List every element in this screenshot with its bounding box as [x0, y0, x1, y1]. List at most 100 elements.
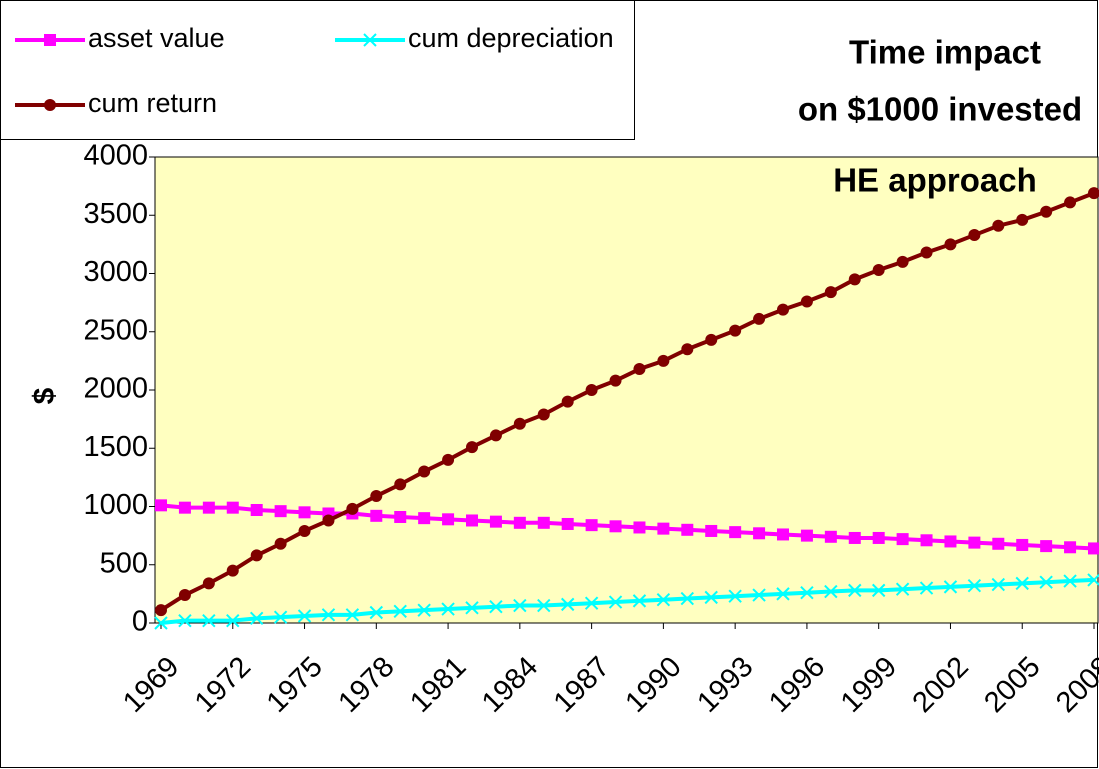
- data-point: [992, 219, 1005, 232]
- data-point: [824, 530, 837, 543]
- data-point: [273, 610, 288, 624]
- chart-title: HE approach: [833, 162, 1037, 199]
- data-point: [968, 229, 981, 242]
- data-point: [657, 354, 670, 367]
- data-point: [369, 605, 384, 620]
- data-point: [991, 577, 1006, 592]
- data-point: [393, 604, 407, 619]
- data-point: [992, 537, 1005, 550]
- data-point: [513, 516, 526, 529]
- data-point: [872, 531, 885, 544]
- legend-box: [0, 0, 635, 140]
- data-point: [777, 528, 789, 541]
- data-point: [178, 589, 191, 602]
- data-point: [752, 588, 766, 602]
- data-point: [896, 255, 909, 268]
- data-point: [442, 453, 455, 466]
- data-point: [872, 264, 885, 277]
- data-point: [776, 587, 790, 601]
- data-point: [944, 238, 957, 251]
- chart-title: Time impact: [849, 34, 1041, 71]
- y-tick-label: 0: [132, 606, 148, 638]
- data-point: [608, 595, 623, 609]
- legend-marker: [44, 99, 56, 111]
- y-tick-label: 2000: [83, 373, 148, 405]
- data-point: [489, 599, 503, 614]
- data-point: [704, 590, 718, 605]
- data-point: [848, 273, 861, 286]
- data-point: [561, 395, 574, 408]
- data-point: [800, 586, 814, 600]
- data-point: [656, 592, 671, 607]
- data-point: [345, 608, 360, 622]
- series-line: [160, 503, 1095, 551]
- data-point: [441, 602, 455, 616]
- data-point: [418, 465, 431, 478]
- data-point: [705, 333, 718, 346]
- series-line: [159, 191, 1095, 612]
- data-point: [226, 564, 239, 577]
- data-point: [848, 583, 862, 598]
- data-point: [728, 589, 742, 603]
- chart-title: on $1000 invested: [798, 91, 1082, 128]
- data-point: [919, 581, 934, 595]
- data-point: [298, 524, 311, 537]
- data-point: [585, 519, 598, 532]
- data-point: [202, 613, 216, 628]
- data-point: [824, 584, 838, 599]
- data-point: [155, 499, 167, 512]
- data-point: [896, 533, 909, 546]
- data-point: [178, 613, 192, 628]
- data-point: [729, 324, 742, 337]
- data-point: [681, 343, 694, 356]
- data-point: [1016, 538, 1029, 551]
- data-point: [466, 514, 478, 527]
- data-point: [1040, 540, 1053, 553]
- data-point: [442, 513, 455, 526]
- data-point: [489, 515, 502, 528]
- data-point: [154, 616, 168, 630]
- y-tick-label: 1500: [83, 431, 148, 463]
- data-point: [753, 527, 766, 540]
- data-point: [968, 536, 981, 549]
- data-point: [226, 501, 239, 514]
- data-point: [800, 529, 813, 542]
- data-point: [250, 503, 263, 516]
- data-point: [1087, 573, 1099, 587]
- data-point: [370, 509, 383, 522]
- data-point: [895, 582, 910, 596]
- data-point: [824, 286, 837, 299]
- legend-marker: [363, 33, 377, 47]
- data-point: [249, 611, 264, 626]
- data-point: [633, 521, 646, 534]
- data-point: [967, 579, 982, 593]
- data-point: [418, 512, 431, 525]
- data-point: [537, 516, 550, 529]
- y-tick-label: 1000: [83, 489, 148, 521]
- data-point: [609, 374, 622, 387]
- data-point: [753, 312, 766, 325]
- data-point: [1016, 213, 1029, 226]
- data-point: [537, 408, 550, 421]
- data-point: [1064, 196, 1077, 209]
- data-point: [202, 577, 215, 590]
- y-tick-label: 2500: [83, 314, 148, 346]
- data-point: [609, 520, 622, 533]
- y-tick-label: 3500: [83, 198, 148, 230]
- data-point: [584, 596, 599, 610]
- data-point: [1039, 575, 1053, 589]
- data-point: [1040, 205, 1053, 218]
- data-point: [465, 601, 479, 615]
- data-point: [155, 604, 167, 617]
- y-tick-label: 4000: [83, 140, 148, 172]
- data-point: [920, 534, 933, 547]
- data-point: [466, 441, 478, 454]
- data-point: [681, 523, 694, 536]
- data-point: [657, 522, 670, 535]
- y-tick-label: 3000: [83, 256, 148, 288]
- data-point: [944, 535, 957, 548]
- y-tick-label: 500: [100, 547, 148, 579]
- data-point: [297, 609, 312, 623]
- data-point: [346, 502, 359, 515]
